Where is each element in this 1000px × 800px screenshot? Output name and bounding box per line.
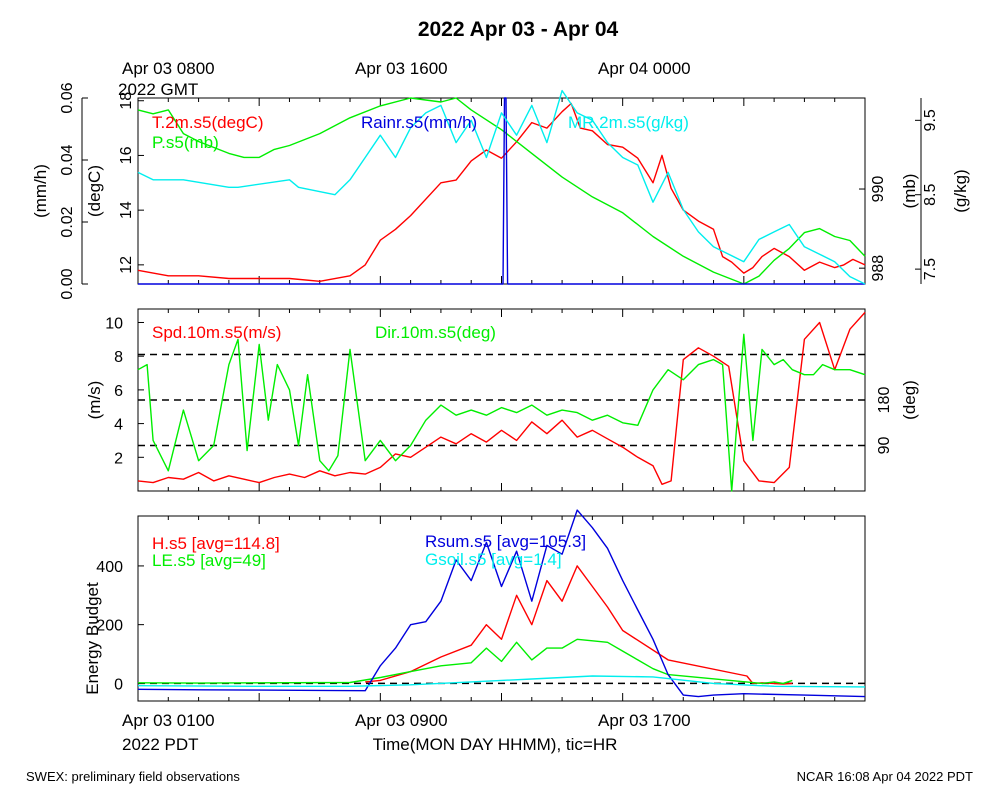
y-tick-label: 12 — [118, 256, 135, 274]
y-tick-label: 14 — [118, 201, 135, 219]
bottom-time-zone-label: 2022 PDT — [122, 735, 199, 754]
y-axis-title: (deg) — [900, 380, 919, 420]
series-line — [137, 333, 866, 492]
series-line — [137, 638, 793, 685]
y-axis-title: (mm/h) — [31, 164, 50, 218]
y-tick-label: 7.5 — [922, 258, 939, 280]
legend-entry: H.s5 [avg=114.8] — [152, 534, 280, 553]
y-tick-label: 0.00 — [59, 268, 76, 299]
panel-bottom: 0 200 400 Energy Budget H.s5 [avg=114.8]LE.s… — [83, 509, 866, 702]
y-tick-label: 18 — [118, 92, 135, 110]
legend-entry: MR.2m.s5(g/kg) — [568, 113, 689, 132]
y-axis-pres: 988 990 (mb) — [859, 174, 919, 282]
y-tick-label: 400 — [96, 559, 123, 576]
chart-panels: 0.000.020.040.06(mm/h)12141618(degC)9889… — [31, 82, 970, 702]
y-tick-label: 16 — [118, 146, 135, 164]
legend-entry: Spd.10m.s5(m/s) — [152, 323, 281, 342]
y-tick-label: 988 — [870, 255, 887, 282]
y-tick-label: 8 — [114, 349, 123, 366]
top-time-label: Apr 03 0800 — [122, 59, 215, 78]
y-tick-label: 0.06 — [59, 82, 76, 113]
series-line — [137, 675, 866, 688]
bottom-time-label: Apr 03 1700 — [598, 711, 691, 730]
y-axis-mr: 7.5 8.5 9.5 (g/kg) — [915, 98, 970, 284]
y-tick-label: 0.02 — [59, 206, 76, 237]
legend-entry: T.2m.s5(degC) — [152, 113, 263, 132]
legend-entry: Rsum.s5 [avg=105.3] — [425, 532, 586, 551]
legend-entry: Gsoil.s5 [avg=1.4] — [425, 550, 562, 569]
y-tick-label: 200 — [96, 618, 123, 635]
figure-title: 2022 Apr 03 - Apr 04 — [418, 18, 619, 41]
y-tick-label: 180 — [876, 387, 893, 414]
y-tick-label: 2 — [114, 450, 123, 467]
y-axis-title: Energy Budget — [83, 582, 102, 695]
y-tick-label: 0.04 — [59, 144, 76, 175]
top-time-label: Apr 04 0000 — [598, 59, 691, 78]
panel-middle: 2 4 6 8 10 (m/s) 90 180 (deg) Spd.10m.s5(m/s) Dir.… — [85, 308, 919, 492]
panel-top: 0.000.020.040.06(mm/h)12141618(degC)9889… — [31, 82, 970, 299]
series-line — [137, 97, 866, 285]
series-line — [137, 311, 866, 485]
y-tick-label: 9.5 — [922, 109, 939, 131]
bottom-time-label: Apr 03 0900 — [355, 711, 448, 730]
y-axis-dir: 90 180 (deg) — [859, 380, 919, 454]
legend-entry: LE.s5 [avg=49] — [152, 551, 266, 570]
y-tick-label: 990 — [870, 176, 887, 203]
y-tick-label: 4 — [114, 417, 123, 434]
y-axis-energy: 0 200 400 Energy Budget — [83, 559, 144, 695]
series-line — [137, 509, 866, 698]
y-axis-temp: 12 14 16 18 (degC) — [85, 92, 144, 274]
top-time-zone-label: 2022 GMT — [118, 80, 198, 99]
top-time-label: Apr 03 1600 — [355, 59, 448, 78]
time-axis-labels: Apr 03 0800 2022 GMT Apr 03 1600 Apr 04 000… — [118, 59, 691, 754]
series-line — [365, 565, 793, 685]
y-axis-title: (degC) — [85, 165, 104, 217]
series-line — [137, 102, 866, 282]
series-line — [138, 97, 865, 285]
y-axis-title: (mb) — [900, 174, 919, 209]
y-tick-label: 10 — [105, 315, 123, 332]
y-axis-rain: 0.00 0.02 0.04 0.06 (mm/h) — [31, 82, 88, 300]
y-tick-label: 0 — [114, 676, 123, 693]
x-axis-label: Time(MON DAY HHMM), tic=HR — [373, 735, 618, 754]
y-axis-title: (m/s) — [85, 381, 104, 420]
y-tick-label: 90 — [876, 437, 893, 455]
legend-entry: Rainr.s5(mm/h) — [361, 113, 477, 132]
y-tick-label: 6 — [114, 383, 123, 400]
y-tick-label: 8.5 — [922, 184, 939, 206]
series-line — [137, 89, 866, 285]
footer-left: SWEX: preliminary field observations — [26, 769, 240, 784]
y-axis-title: (g/kg) — [951, 169, 970, 212]
y-axis-spd: 2 4 6 8 10 (m/s) — [85, 315, 144, 467]
footer-right: NCAR 16:08 Apr 04 2022 PDT — [797, 769, 973, 784]
legend-entry: P.s5(mb) — [152, 133, 219, 152]
legend-entry: Dir.10m.s5(deg) — [375, 323, 496, 342]
bottom-time-label: Apr 03 0100 — [122, 711, 215, 730]
